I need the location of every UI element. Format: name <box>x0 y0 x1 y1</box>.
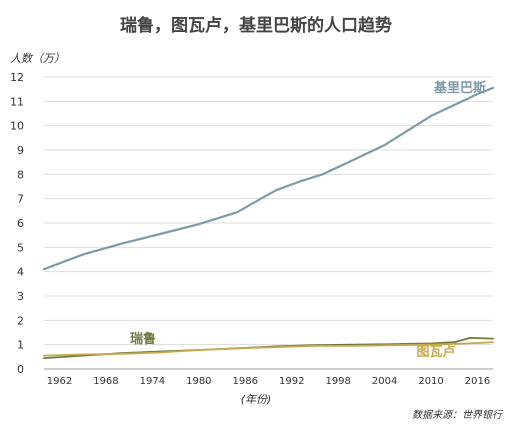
y-tick-label: 8 <box>17 168 24 181</box>
x-tick-label: 2010 <box>418 376 443 387</box>
series-line-2 <box>43 341 494 357</box>
y-tick-label: 4 <box>17 266 24 279</box>
x-tick-label: 1986 <box>233 376 258 387</box>
y-tick-label: 3 <box>17 290 24 303</box>
chart-title: 瑞鲁，图瓦卢，基里巴斯的人口趋势 <box>120 15 392 36</box>
x-tick-label: 1992 <box>279 376 304 387</box>
y-tick-label: 2 <box>17 314 24 327</box>
y-tick-label: 7 <box>17 193 24 206</box>
series-line-0 <box>42 86 495 271</box>
y-tick-label: 1 <box>17 339 24 352</box>
y-tick-label: 5 <box>17 241 24 254</box>
y-tick-label: 0 <box>17 363 24 376</box>
series-label-1: 瑞鲁 <box>130 331 156 347</box>
x-tick-label: 1968 <box>93 376 118 387</box>
x-tick-label: 1962 <box>47 376 72 387</box>
x-axis-title: (年份) <box>241 393 272 406</box>
x-tick-label: 2016 <box>465 376 490 387</box>
y-tick-label: 9 <box>17 144 24 157</box>
x-tick-label: 2004 <box>372 376 397 387</box>
x-tick-label: 1980 <box>186 376 211 387</box>
y-tick-label: 6 <box>17 217 24 230</box>
y-tick-label: 12 <box>10 71 24 84</box>
y-axis-title: 人数（万） <box>10 52 65 65</box>
x-tick-label: 1974 <box>140 376 165 387</box>
y-tick-label: 11 <box>10 95 24 108</box>
source-note: 数据来源：世界银行 <box>412 409 504 421</box>
series-label-2: 图瓦卢 <box>416 344 455 360</box>
x-tick-label: 1998 <box>325 376 350 387</box>
series-label-0: 基里巴斯 <box>433 80 486 96</box>
y-tick-label: 10 <box>10 120 24 133</box>
